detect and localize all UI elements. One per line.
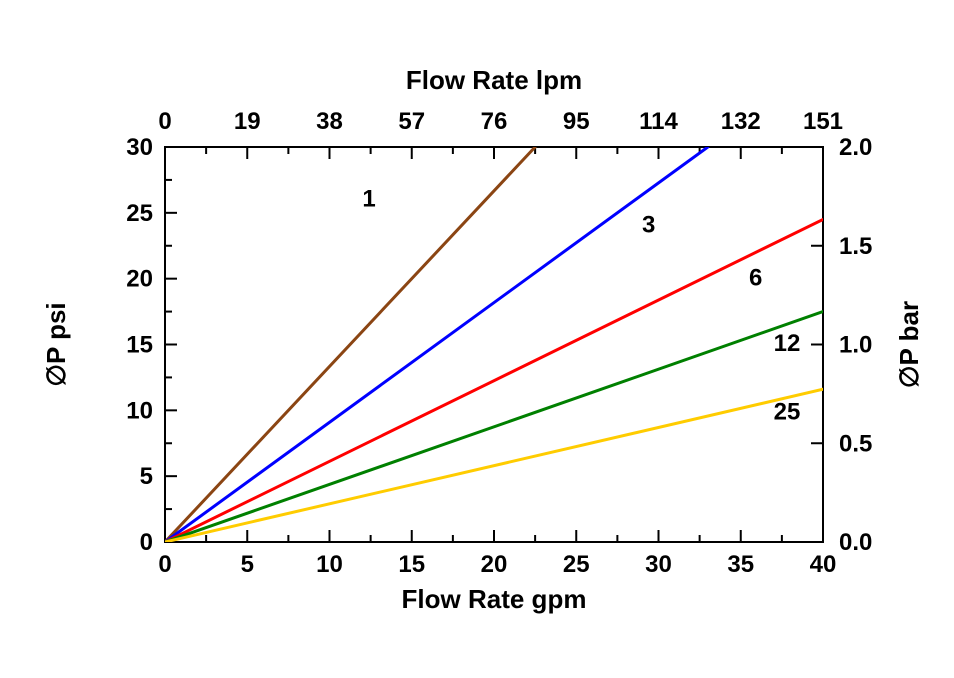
right-tick-label: 0.5	[839, 430, 872, 457]
left-tick-label: 5	[140, 463, 153, 490]
left-tick-label: 15	[126, 332, 153, 359]
top-x-axis-label: Flow Rate lpm	[406, 65, 582, 95]
top-tick-label: 151	[803, 108, 843, 135]
right-y-tick-labels: 0.0 0.5 1.0 1.5 2.0	[839, 134, 872, 556]
left-tick-label: 30	[126, 134, 153, 161]
bottom-tick-label: 0	[158, 551, 171, 578]
left-y-ticks	[165, 147, 177, 542]
bottom-tick-label: 15	[398, 551, 425, 578]
bottom-x-tick-labels: 0 5 10 15 20 25 30 35 40	[158, 551, 836, 578]
right-tick-label: 0.0	[839, 529, 872, 556]
bottom-tick-label: 40	[810, 551, 837, 578]
top-tick-label: 19	[234, 108, 261, 135]
left-tick-label: 25	[126, 200, 153, 227]
right-y-axis-label: ∅P bar	[894, 301, 924, 388]
series-label-6: 6	[749, 264, 762, 291]
top-tick-label: 38	[316, 108, 343, 135]
left-tick-label: 0	[140, 529, 153, 556]
top-x-ticks	[165, 147, 823, 159]
series-line-3	[165, 147, 708, 542]
left-tick-label: 20	[126, 266, 153, 293]
bottom-x-axis-label: Flow Rate gpm	[402, 584, 587, 614]
top-tick-label: 132	[721, 108, 761, 135]
left-y-axis-label: ∅P psi	[41, 302, 71, 386]
chart-series-group	[165, 147, 823, 542]
series-line-6	[165, 219, 823, 542]
bottom-tick-label: 5	[241, 551, 254, 578]
series-line-12	[165, 312, 823, 542]
series-label-1: 1	[362, 185, 375, 212]
right-tick-label: 1.5	[839, 233, 872, 260]
series-label-3: 3	[642, 212, 655, 239]
bottom-tick-label: 35	[727, 551, 754, 578]
series-label-25: 25	[774, 399, 801, 426]
series-line-25	[165, 389, 823, 542]
series-line-1	[165, 147, 535, 542]
right-tick-label: 2.0	[839, 134, 872, 161]
chart-series-labels: 1 3 6 12 25	[362, 185, 800, 425]
bottom-tick-label: 25	[563, 551, 590, 578]
bottom-tick-label: 10	[316, 551, 343, 578]
right-y-ticks	[811, 147, 823, 542]
top-tick-label: 57	[398, 108, 425, 135]
top-tick-label: 114	[639, 108, 678, 135]
bottom-x-ticks	[165, 530, 823, 542]
top-x-tick-labels: 0 19 38 57 76 95 114 132 151	[158, 108, 843, 135]
pressure-flow-chart: 0510152025303540 01938577695114132151 05…	[0, 0, 954, 678]
plot-border	[165, 147, 823, 542]
left-y-tick-labels: 0 5 10 15 20 25 30	[126, 134, 153, 556]
left-tick-label: 10	[126, 397, 153, 424]
bottom-tick-label: 30	[645, 551, 672, 578]
right-tick-label: 1.0	[839, 332, 872, 359]
top-tick-label: 0	[158, 108, 171, 135]
top-tick-label: 95	[563, 108, 590, 135]
top-tick-label: 76	[481, 108, 508, 135]
bottom-tick-label: 20	[481, 551, 508, 578]
series-label-12: 12	[774, 330, 801, 357]
